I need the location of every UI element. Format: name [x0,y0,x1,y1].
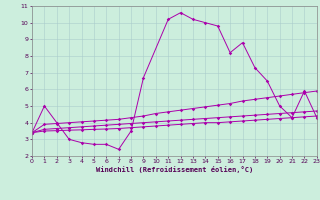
X-axis label: Windchill (Refroidissement éolien,°C): Windchill (Refroidissement éolien,°C) [96,166,253,173]
